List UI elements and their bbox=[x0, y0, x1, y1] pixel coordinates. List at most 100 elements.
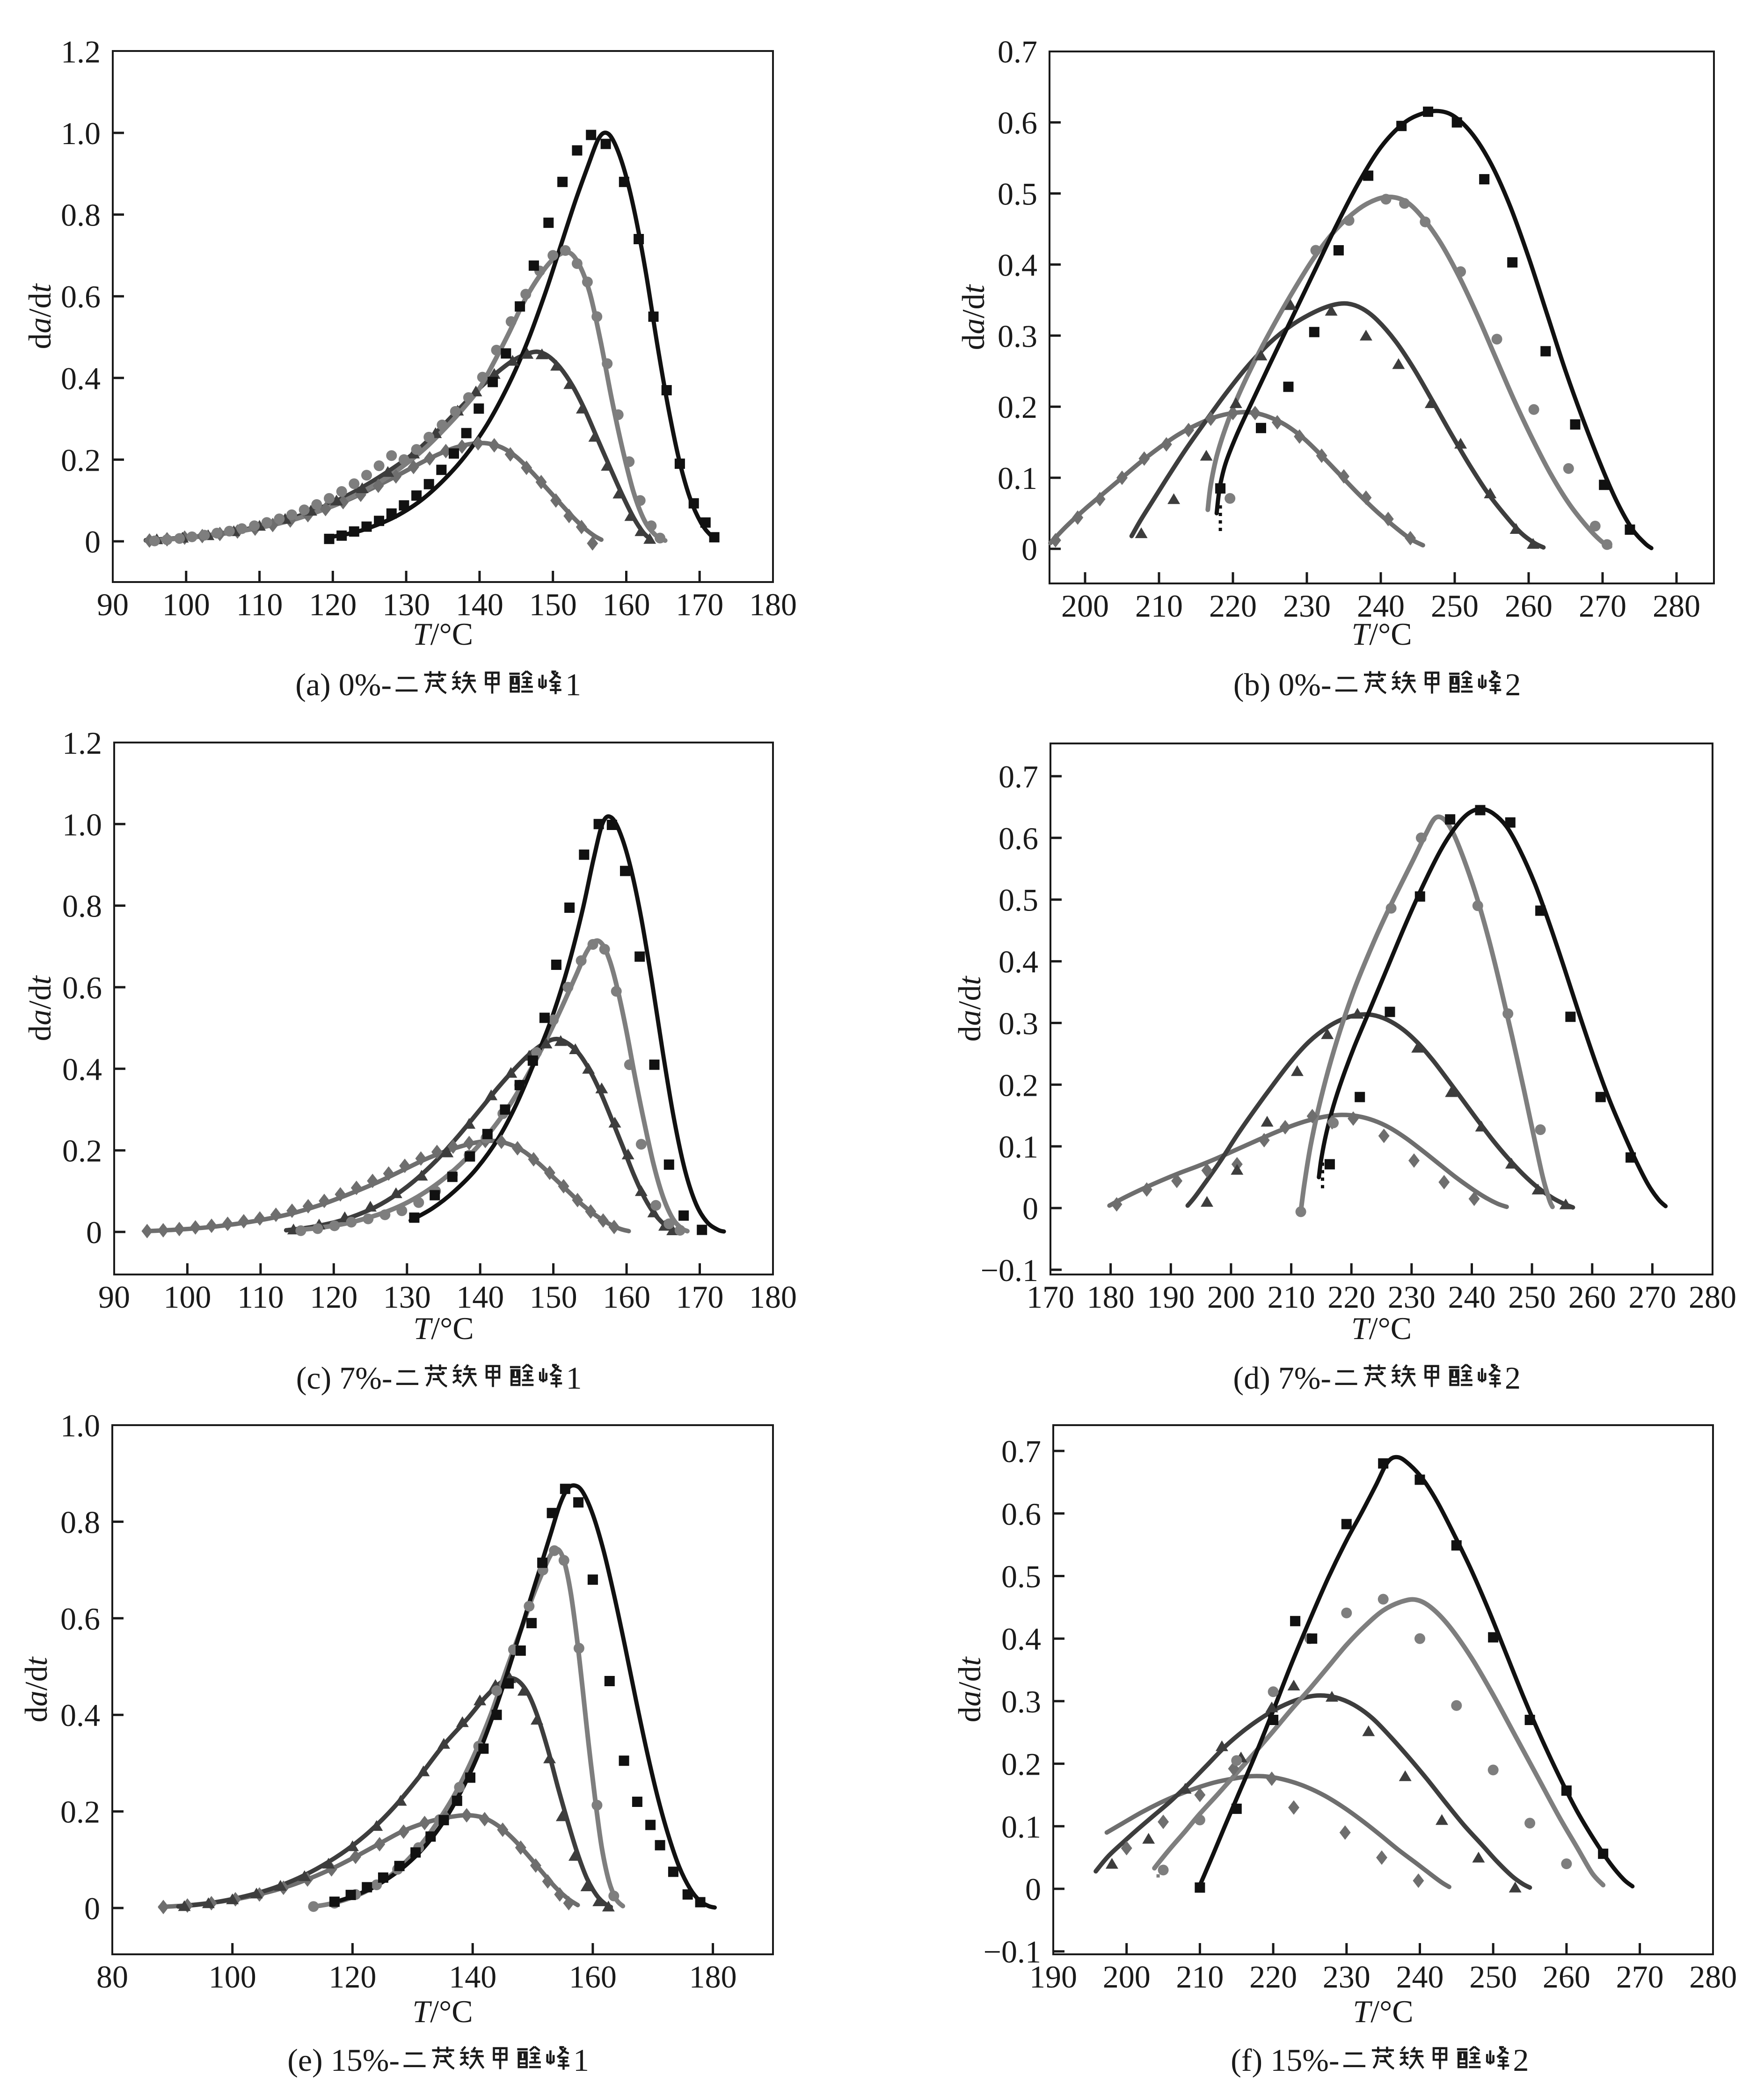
svg-text:120: 120 bbox=[310, 1279, 357, 1315]
svg-text:140: 140 bbox=[456, 587, 503, 622]
svg-text:100: 100 bbox=[209, 1959, 256, 1995]
svg-text:170: 170 bbox=[1027, 1279, 1074, 1315]
svg-text:200: 200 bbox=[1207, 1279, 1255, 1315]
svg-text:T/°C: T/°C bbox=[1351, 616, 1412, 652]
svg-text:120: 120 bbox=[328, 1959, 376, 1995]
svg-text:0.4: 0.4 bbox=[62, 1051, 102, 1087]
svg-text:200: 200 bbox=[1061, 588, 1109, 624]
svg-text:270: 270 bbox=[1579, 588, 1626, 624]
svg-text:120: 120 bbox=[309, 587, 357, 622]
svg-text:230: 230 bbox=[1323, 1959, 1370, 1995]
svg-text:0.2: 0.2 bbox=[999, 1067, 1038, 1103]
svg-text:0.7: 0.7 bbox=[1001, 1434, 1041, 1469]
svg-text:0.1: 0.1 bbox=[999, 1129, 1038, 1165]
svg-text:0.3: 0.3 bbox=[999, 1005, 1038, 1041]
svg-text:0.6: 0.6 bbox=[1001, 1496, 1041, 1532]
svg-text:1: 1 bbox=[573, 2042, 589, 2078]
svg-text:0.6: 0.6 bbox=[60, 1601, 100, 1637]
svg-text:190: 190 bbox=[1029, 1959, 1077, 1995]
svg-text:0.4: 0.4 bbox=[999, 944, 1038, 980]
svg-text:280: 280 bbox=[1653, 588, 1700, 624]
svg-text:170: 170 bbox=[676, 1279, 724, 1315]
svg-text:0.2: 0.2 bbox=[61, 442, 101, 478]
svg-text:2: 2 bbox=[1513, 2042, 1529, 2078]
svg-text:0.4: 0.4 bbox=[1001, 1621, 1041, 1657]
svg-text:0.4: 0.4 bbox=[61, 361, 101, 396]
svg-text:−0.1: −0.1 bbox=[981, 1253, 1038, 1288]
svg-text:110: 110 bbox=[237, 1279, 284, 1315]
svg-text:180: 180 bbox=[749, 587, 797, 622]
svg-text:80: 80 bbox=[96, 1959, 128, 1995]
svg-text:100: 100 bbox=[162, 587, 210, 622]
svg-text:0.1: 0.1 bbox=[1001, 1809, 1041, 1844]
svg-text:0.7: 0.7 bbox=[999, 759, 1038, 794]
svg-text:0.3: 0.3 bbox=[998, 318, 1037, 354]
svg-text:100: 100 bbox=[163, 1279, 211, 1315]
svg-text:0: 0 bbox=[1021, 532, 1037, 567]
svg-text:180: 180 bbox=[749, 1279, 797, 1315]
svg-text:260: 260 bbox=[1543, 1959, 1590, 1995]
svg-text:T/°C: T/°C bbox=[413, 1311, 474, 1346]
svg-text:180: 180 bbox=[1087, 1279, 1135, 1315]
svg-text:0: 0 bbox=[85, 524, 101, 560]
svg-text:140: 140 bbox=[449, 1959, 496, 1995]
svg-text:270: 270 bbox=[1616, 1959, 1664, 1995]
svg-text:140: 140 bbox=[456, 1279, 504, 1315]
svg-text:1.0: 1.0 bbox=[61, 116, 101, 151]
svg-text:0.5: 0.5 bbox=[998, 176, 1037, 212]
svg-text:90: 90 bbox=[97, 587, 129, 622]
svg-text:0.8: 0.8 bbox=[60, 1504, 100, 1540]
svg-text:0.6: 0.6 bbox=[61, 279, 101, 314]
svg-text:0.7: 0.7 bbox=[998, 34, 1037, 70]
svg-text:(b) 0%-: (b) 0%- bbox=[1233, 667, 1332, 702]
svg-text:160: 160 bbox=[603, 587, 650, 622]
svg-text:da/dt: da/dt bbox=[22, 283, 58, 350]
svg-text:130: 130 bbox=[382, 587, 430, 622]
svg-text:(f) 15%-: (f) 15%- bbox=[1231, 2042, 1339, 2078]
svg-text:280: 280 bbox=[1689, 1959, 1737, 1995]
svg-text:240: 240 bbox=[1357, 588, 1405, 624]
svg-text:0.2: 0.2 bbox=[998, 389, 1037, 425]
svg-text:da/dt: da/dt bbox=[955, 284, 991, 350]
svg-text:1.2: 1.2 bbox=[61, 34, 101, 69]
svg-text:0.8: 0.8 bbox=[61, 197, 101, 233]
svg-text:280: 280 bbox=[1689, 1279, 1736, 1315]
svg-text:0.4: 0.4 bbox=[60, 1697, 100, 1733]
svg-text:220: 220 bbox=[1209, 588, 1257, 624]
svg-text:230: 230 bbox=[1283, 588, 1331, 624]
svg-text:1: 1 bbox=[565, 667, 581, 702]
svg-text:(a) 0%-: (a) 0%- bbox=[295, 667, 392, 702]
svg-text:0: 0 bbox=[1025, 1872, 1041, 1907]
svg-text:250: 250 bbox=[1508, 1279, 1556, 1315]
svg-text:0: 0 bbox=[84, 1891, 100, 1926]
svg-text:0.2: 0.2 bbox=[60, 1794, 100, 1830]
svg-text:da/dt: da/dt bbox=[22, 975, 58, 1041]
svg-text:0.8: 0.8 bbox=[62, 888, 102, 924]
svg-text:180: 180 bbox=[689, 1959, 737, 1995]
svg-text:(e) 15%-: (e) 15%- bbox=[287, 2042, 400, 2078]
svg-text:110: 110 bbox=[236, 587, 283, 622]
svg-text:270: 270 bbox=[1628, 1279, 1676, 1315]
svg-text:da/dt: da/dt bbox=[952, 1656, 987, 1723]
svg-text:1.0: 1.0 bbox=[60, 1408, 100, 1443]
svg-text:220: 220 bbox=[1249, 1959, 1297, 1995]
svg-text:240: 240 bbox=[1396, 1959, 1444, 1995]
svg-text:2: 2 bbox=[1505, 667, 1521, 702]
svg-text:2: 2 bbox=[1505, 1360, 1521, 1396]
svg-text:0.2: 0.2 bbox=[62, 1133, 102, 1169]
svg-text:210: 210 bbox=[1268, 1279, 1315, 1315]
svg-text:1.2: 1.2 bbox=[62, 725, 102, 761]
svg-text:0.4: 0.4 bbox=[998, 247, 1037, 283]
svg-text:250: 250 bbox=[1469, 1959, 1517, 1995]
svg-text:220: 220 bbox=[1327, 1279, 1375, 1315]
svg-text:T/°C: T/°C bbox=[413, 616, 473, 652]
svg-text:(c) 7%-: (c) 7%- bbox=[296, 1360, 393, 1396]
svg-text:0.5: 0.5 bbox=[999, 882, 1038, 918]
svg-text:0.5: 0.5 bbox=[1001, 1559, 1041, 1595]
svg-text:260: 260 bbox=[1568, 1279, 1616, 1315]
svg-text:210: 210 bbox=[1135, 588, 1183, 624]
svg-text:260: 260 bbox=[1505, 588, 1553, 624]
svg-text:0.6: 0.6 bbox=[999, 821, 1038, 856]
svg-text:170: 170 bbox=[676, 587, 723, 622]
svg-text:130: 130 bbox=[383, 1279, 431, 1315]
